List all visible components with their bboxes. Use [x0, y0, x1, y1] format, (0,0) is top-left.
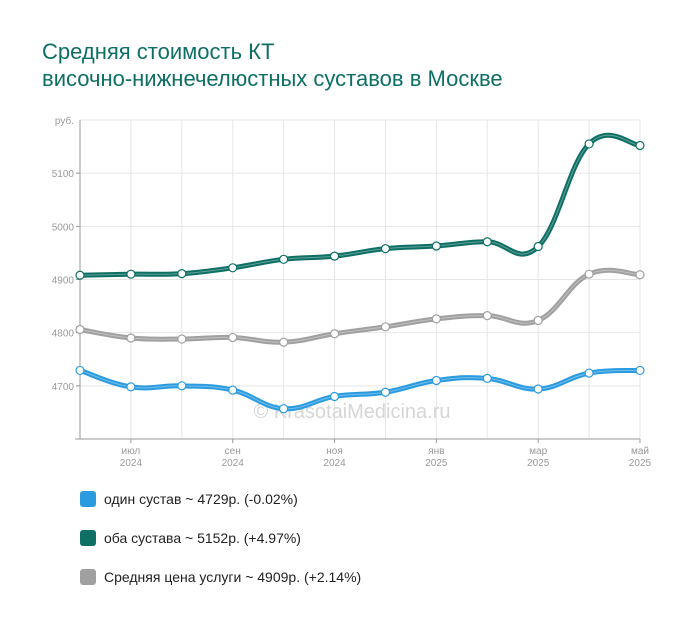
- data-point-both: [75, 270, 85, 280]
- data-point-one: [431, 375, 441, 386]
- data-point-both: [584, 139, 594, 149]
- y-unit-label: руб.: [55, 115, 74, 127]
- chart-tick-labels: 47004800490050005100руб.июл2024сен2024но…: [52, 115, 652, 469]
- data-point-avg: [431, 314, 441, 324]
- data-point-both: [533, 241, 543, 252]
- x-tick-label-month: май: [631, 446, 649, 457]
- data-point-one: [279, 404, 289, 414]
- x-tick-label-year: 2025: [629, 458, 652, 469]
- series-line-one: [77, 367, 643, 412]
- x-tick-label-year: 2025: [425, 458, 448, 469]
- legend-label: Средняя цена услуги ~ 4909р. (+2.14%): [104, 568, 362, 585]
- data-point-one: [177, 381, 187, 391]
- data-point-both: [635, 140, 645, 151]
- x-tick-label-month: июл: [122, 446, 141, 457]
- legend-label: один сустав ~ 4729р. (-0.02%): [104, 490, 298, 507]
- legend-item-both-joints[interactable]: оба сустава ~ 5152р. (+4.97%): [80, 529, 361, 546]
- data-point-one: [126, 382, 136, 392]
- data-point-avg: [380, 322, 391, 332]
- data-point-both: [329, 251, 340, 261]
- x-tick-label-month: ноя: [326, 446, 343, 457]
- x-tick-label-year: 2024: [323, 458, 346, 469]
- y-tick-label: 4800: [52, 329, 75, 340]
- data-point-avg: [75, 324, 85, 335]
- chart-grid: [79, 119, 641, 439]
- legend-swatch: [80, 568, 96, 585]
- x-tick-label-year: 2024: [120, 458, 143, 469]
- y-tick-label: 4700: [52, 382, 75, 393]
- data-point-both: [228, 263, 238, 273]
- x-tick-label-year: 2025: [527, 458, 550, 469]
- data-point-both: [279, 254, 289, 264]
- data-point-one: [482, 373, 492, 383]
- data-point-avg: [635, 270, 645, 280]
- data-point-one: [228, 385, 238, 395]
- data-point-both: [431, 241, 441, 251]
- chart-legend: один сустав ~ 4729р. (-0.02%) оба сустав…: [80, 490, 361, 607]
- data-point-avg: [329, 329, 340, 339]
- data-point-one: [635, 365, 645, 376]
- series-line-both: [77, 132, 643, 278]
- chart-series: [77, 132, 643, 412]
- data-point-avg: [126, 333, 136, 343]
- data-point-avg: [584, 269, 594, 279]
- data-point-both: [380, 244, 391, 254]
- data-point-avg: [533, 315, 543, 326]
- y-tick-label: 4900: [52, 276, 75, 287]
- legend-item-average-price[interactable]: Средняя цена услуги ~ 4909р. (+2.14%): [80, 568, 361, 585]
- chart-points: [75, 139, 645, 414]
- x-tick-label-month: сен: [225, 446, 241, 457]
- y-tick-label: 5000: [52, 222, 75, 233]
- line-chart: © KrasotaiMedicina.ru 470048004900500051…: [52, 115, 652, 469]
- data-point-one: [380, 387, 391, 397]
- chart-title: Средняя стоимость КТ височно-нижнечелюст…: [42, 38, 503, 92]
- legend-item-one-joint[interactable]: один сустав ~ 4729р. (-0.02%): [80, 490, 361, 507]
- series-line-highlight-one: [79, 369, 641, 410]
- data-point-avg: [482, 311, 492, 321]
- data-point-avg: [177, 334, 187, 344]
- legend-label: оба сустава ~ 5152р. (+4.97%): [104, 529, 301, 546]
- data-point-avg: [279, 337, 289, 347]
- legend-swatch: [80, 490, 96, 507]
- chart-title-line-2: височно-нижнечелюстных суставов в Москве: [42, 66, 503, 91]
- x-tick-label-year: 2024: [222, 458, 245, 469]
- data-point-one: [533, 384, 543, 394]
- data-point-one: [75, 365, 85, 376]
- data-point-avg: [228, 332, 238, 343]
- x-tick-label-month: янв: [428, 446, 444, 457]
- data-point-one: [584, 368, 594, 378]
- data-point-both: [177, 269, 187, 279]
- x-tick-label-month: мар: [529, 446, 547, 457]
- data-point-one: [329, 391, 340, 402]
- chart-title-line-1: Средняя стоимость КТ: [42, 39, 275, 64]
- y-tick-label: 5100: [52, 169, 75, 180]
- data-point-both: [482, 237, 492, 247]
- legend-swatch: [80, 529, 96, 546]
- data-point-both: [126, 269, 136, 279]
